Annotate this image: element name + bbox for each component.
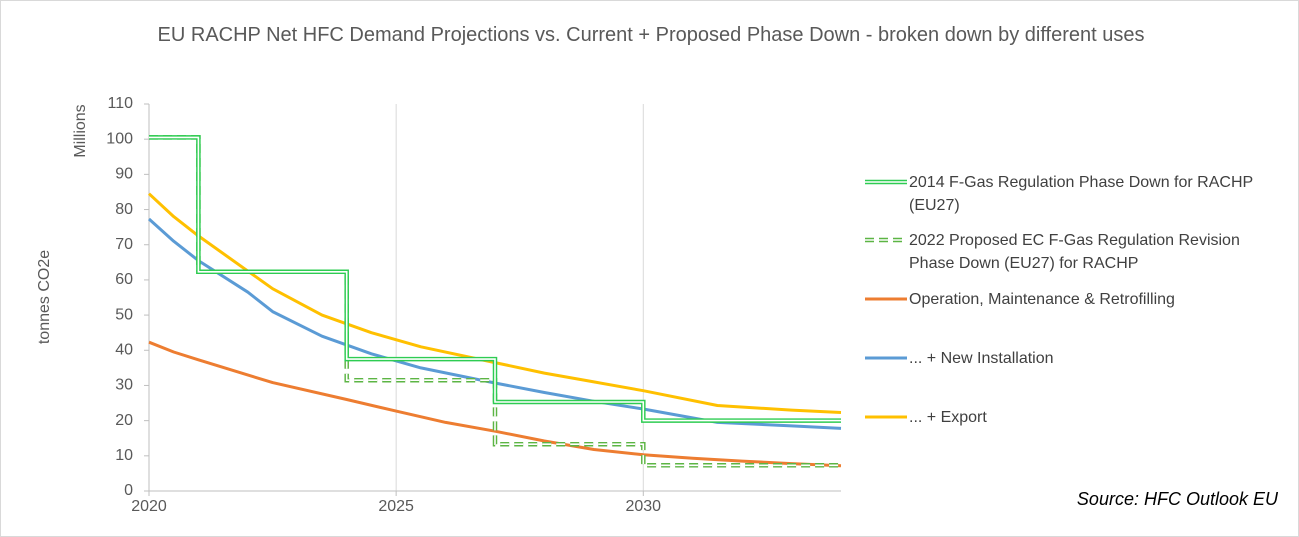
- legend-label: 2022 Proposed EC F-Gas Regulation Revisi…: [909, 232, 1240, 272]
- source-annotation: Source: HFC Outlook EU: [1076, 489, 1278, 509]
- legend-item: ... + New Installation: [863, 347, 1054, 370]
- line: [147, 192, 842, 414]
- y-tick-label: 10: [115, 447, 133, 464]
- x-tick-label: 2025: [378, 498, 414, 515]
- legend-item: 2014 F-Gas Regulation Phase Down for RAC…: [863, 171, 1254, 217]
- legend-label: ... + New Installation: [909, 350, 1054, 367]
- y-tick-label: 80: [115, 201, 133, 218]
- y-tick-label: 100: [106, 130, 133, 147]
- y-tick-label: 70: [115, 236, 133, 253]
- chart-title: EU RACHP Net HFC Demand Projections vs. …: [157, 24, 1145, 46]
- y-tick-label: 40: [115, 341, 133, 358]
- legend-item: Operation, Maintenance & Retrofilling: [863, 288, 1175, 311]
- y-tick-label: 90: [115, 166, 133, 183]
- y-tick-label: 20: [115, 412, 133, 429]
- legend-label: 2014 F-Gas Regulation Phase Down for RAC…: [909, 174, 1253, 214]
- legend-swatch: [865, 356, 907, 360]
- legend-label: Operation, Maintenance & Retrofilling: [909, 291, 1175, 308]
- legend-swatch: [865, 297, 907, 301]
- line: [148, 340, 842, 468]
- step-line-inner: [149, 136, 841, 422]
- x-tick-label: 2030: [625, 498, 661, 515]
- legend-item: ... + Export: [863, 406, 987, 429]
- y-tick-label: 60: [115, 271, 133, 288]
- step-line-inner: [149, 136, 841, 467]
- y-tick-label: 0: [124, 482, 133, 499]
- x-tick-label: 2020: [131, 498, 167, 515]
- y-tick-label: 50: [115, 306, 133, 323]
- y-axis-label: tonnes CO2e: [36, 250, 53, 344]
- legend-item: 2022 Proposed EC F-Gas Regulation Revisi…: [863, 229, 1254, 275]
- y-tick-label: 110: [107, 95, 133, 112]
- y-unit-label: Millions: [72, 104, 89, 157]
- legend-swatch: [865, 179, 907, 185]
- legend-swatch: [865, 415, 907, 419]
- legend-swatch: [865, 237, 907, 243]
- y-tick-label: 30: [115, 377, 133, 394]
- legend-label: ... + Export: [909, 409, 987, 426]
